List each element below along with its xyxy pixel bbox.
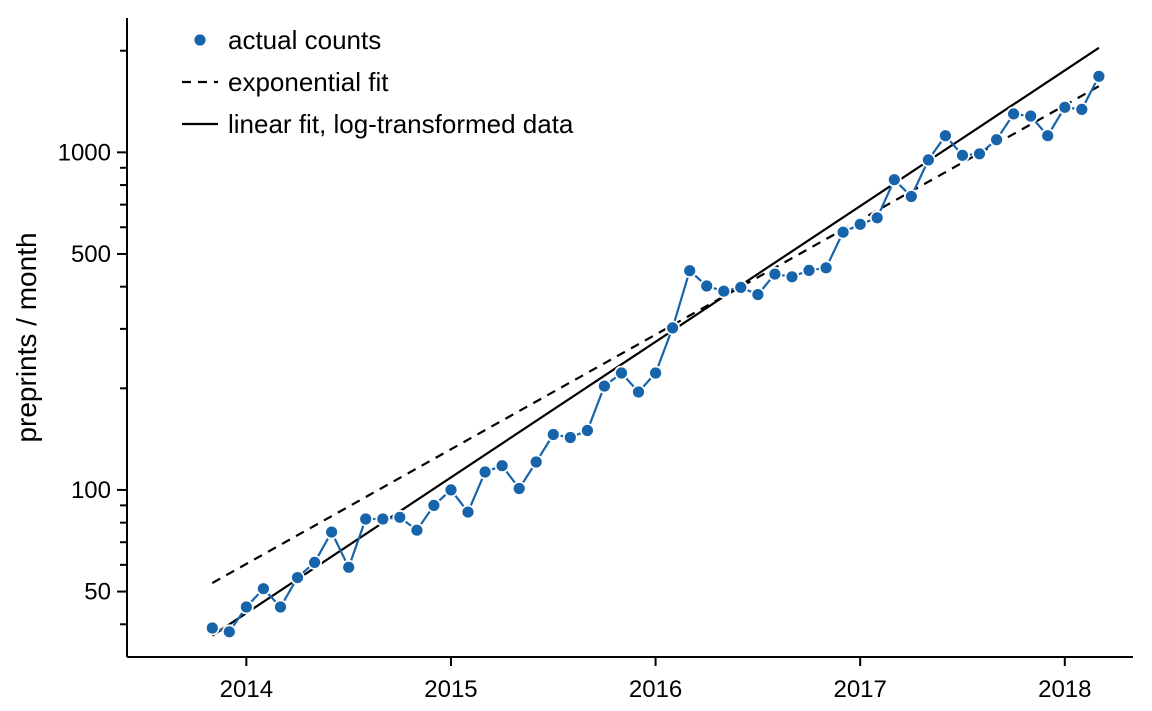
legend-label-exponential-fit: exponential fit [228, 67, 389, 97]
data-point [545, 427, 561, 442]
data-point [614, 365, 629, 381]
data-point [1074, 102, 1090, 117]
x-axis-ticks: 2014 2015 2016 2017 2018 [220, 657, 1091, 703]
y-tick-label: 1000 [58, 139, 111, 166]
data-point [426, 497, 442, 513]
data-point [903, 189, 919, 204]
data-point [1040, 128, 1056, 144]
x-tick-label: 2018 [1038, 676, 1091, 703]
data-point [562, 430, 578, 445]
data-point [494, 458, 510, 474]
data-point [1057, 99, 1073, 115]
legend: actual counts exponential fit linear fit… [182, 25, 574, 139]
data-point [682, 263, 698, 279]
data-point [801, 262, 817, 278]
data-point [324, 524, 340, 540]
y-axis-ticks: 50 100 500 1000 [58, 49, 127, 626]
data-point [273, 599, 288, 615]
data-point [648, 365, 663, 381]
data-point [392, 509, 408, 525]
y-axis-label: preprints / month [11, 232, 42, 442]
data-point [852, 216, 868, 232]
data-point [989, 132, 1004, 148]
data-point [409, 522, 425, 538]
x-tick-label: 2014 [220, 676, 273, 703]
data-point [699, 278, 715, 294]
x-tick-label: 2015 [424, 676, 477, 703]
data-point [835, 224, 851, 240]
data-point [921, 152, 936, 168]
data-point [938, 128, 953, 144]
x-tick-label: 2016 [629, 676, 682, 703]
data-point [972, 146, 987, 162]
data-point [1023, 108, 1039, 124]
data-point [221, 624, 237, 640]
axes [126, 18, 1133, 658]
legend-label-actual-counts: actual counts [228, 25, 381, 55]
data-point [886, 172, 902, 188]
data-point [818, 260, 834, 276]
data-point [750, 287, 766, 303]
x-tick-label: 2017 [833, 676, 886, 703]
data-point [784, 269, 800, 285]
data-point [767, 266, 783, 282]
y-tick-label: 100 [71, 477, 111, 504]
y-tick-label: 500 [71, 241, 111, 268]
data-point [375, 511, 391, 527]
data-point [511, 481, 527, 496]
y-tick-label: 50 [84, 579, 111, 606]
data-point [631, 384, 646, 400]
data-point [290, 570, 305, 585]
legend-marker-points [192, 32, 208, 48]
data-point [460, 504, 476, 520]
legend-label-linear-fit: linear fit, log-transformed data [228, 109, 574, 139]
data-point [341, 559, 357, 575]
series-layer [204, 68, 1107, 640]
data-point [204, 620, 220, 636]
data-point [733, 279, 749, 295]
data-point [1006, 106, 1021, 122]
data-point [955, 147, 970, 163]
data-point [580, 423, 595, 438]
data-point [869, 210, 885, 226]
data-point [597, 378, 612, 394]
data-point [665, 320, 680, 336]
data-point [307, 555, 323, 570]
data-point [716, 283, 732, 299]
data-point [443, 482, 459, 498]
data-point [1091, 68, 1107, 84]
data-point [238, 599, 254, 615]
data-point [477, 464, 493, 480]
data-point [358, 511, 374, 527]
data-point [528, 454, 544, 470]
data-point [255, 581, 271, 597]
